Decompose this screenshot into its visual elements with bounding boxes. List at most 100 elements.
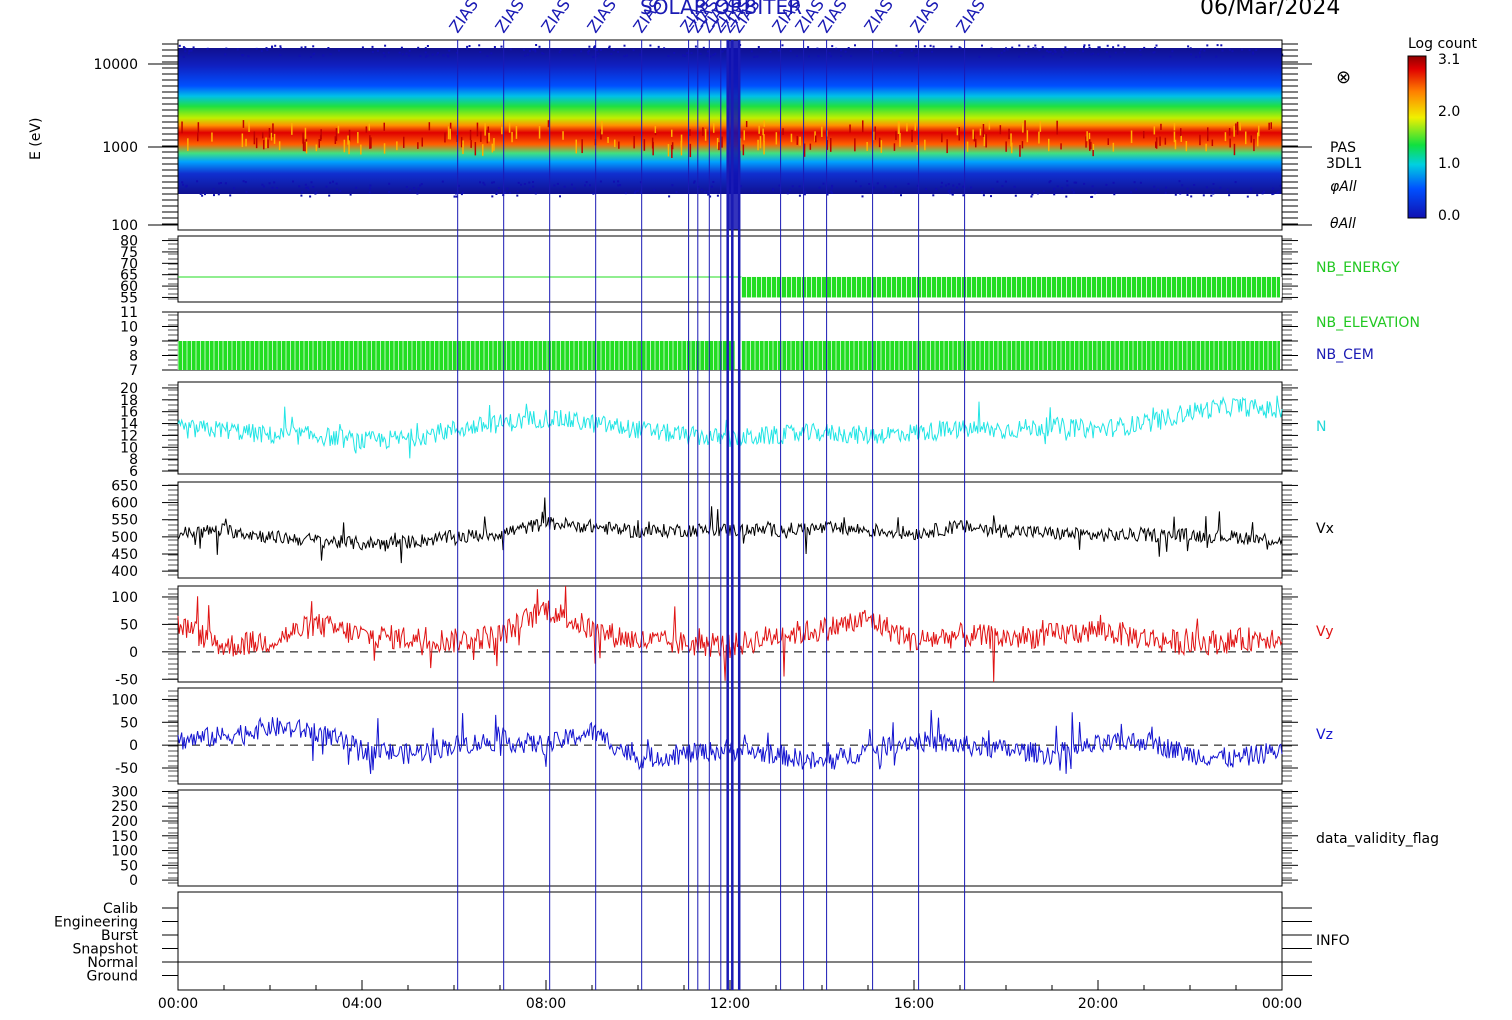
spectrogram-streak [763, 134, 765, 142]
spectrogram-speck [959, 47, 962, 50]
spectrogram-streak [759, 136, 762, 149]
spectrogram-streak [562, 131, 564, 140]
spectrogram-speck [1228, 194, 1231, 197]
spectrogram-speck [461, 191, 464, 194]
spectrogram-label: 3DL1 [1326, 156, 1362, 172]
spectrogram-streak [873, 131, 875, 141]
spectrogram-streak [255, 137, 258, 149]
spectrogram-speck [301, 191, 304, 194]
spectrogram-speck [523, 49, 525, 52]
spectrogram-speck [1014, 194, 1017, 197]
spectrogram-speck [1075, 181, 1078, 184]
spectrogram-speck [201, 194, 204, 197]
spectrogram-speck [803, 193, 806, 196]
spectrogram-speck [304, 46, 307, 49]
spectrogram-speck [996, 180, 999, 183]
y-tick-label: 8 [129, 349, 138, 365]
spectrogram-speck [923, 45, 926, 48]
spectrogram-speck [639, 53, 642, 56]
spectrogram-speck [1174, 193, 1177, 196]
spectrogram-speck [1178, 180, 1181, 183]
spectrogram-speck [313, 52, 316, 55]
spectrogram-speck [592, 192, 595, 195]
spectrogram-streak [245, 138, 247, 147]
spectrogram-speck [1139, 53, 1142, 56]
spectrogram-speck [1195, 55, 1198, 58]
spectrogram-speck [1066, 180, 1069, 183]
spectrogram-speck [573, 187, 576, 190]
spectrogram-speck [224, 182, 227, 185]
event-labels: ZIAS ZIAS ZIAS ZIAS ZIAS ZIASZIASZIASZIASZIAS… [445, 0, 989, 36]
spectrogram-speck [1025, 52, 1028, 55]
spectrogram-streak [821, 126, 823, 137]
spectrogram-speck [1206, 44, 1209, 47]
spectrogram-streak [265, 137, 267, 149]
colorbar-tick: 1.0 [1438, 156, 1460, 172]
spectrogram-speck [182, 183, 184, 186]
spectrogram-speck [233, 187, 236, 190]
y-tick-label: 200 [111, 814, 138, 830]
spectrogram-speck [479, 51, 482, 54]
spectrogram-streak [718, 142, 720, 151]
spectrogram-speck [756, 55, 759, 58]
spectrogram-speck [1123, 51, 1126, 54]
spectrogram-streak [493, 138, 495, 151]
spectrogram-speck [1117, 44, 1120, 47]
spectrogram-speck [538, 45, 541, 48]
spectrogram-streak [742, 144, 745, 156]
spectrogram-speck [816, 47, 819, 50]
spectrogram-speck [1190, 195, 1193, 198]
spectrogram-speck [1060, 187, 1063, 190]
spectrogram-streak [880, 140, 883, 153]
spectrogram-speck [1113, 193, 1116, 196]
spectrogram-speck [929, 44, 932, 47]
spectrogram-speck [453, 195, 456, 198]
spectrogram-streak [348, 140, 350, 155]
spectrogram-streak [1173, 122, 1176, 131]
spectrogram-streak [763, 141, 765, 155]
spectrogram-speck [305, 187, 308, 189]
spectrogram-speck [1277, 190, 1280, 193]
spectrogram-speck [425, 55, 428, 58]
spectrogram-speck [673, 52, 676, 54]
spectrogram-speck [875, 50, 877, 53]
spectrogram-speck [492, 181, 495, 184]
spectrogram-streak [267, 139, 269, 149]
y-tick-label: 10 [120, 320, 138, 336]
spectrogram-speck [332, 180, 334, 183]
spectrogram-speck [1083, 45, 1085, 48]
y-tick-label: 12 [120, 428, 138, 444]
spectrogram-speck [807, 46, 810, 49]
spectrogram-streak [1092, 144, 1094, 157]
spectrogram-speck [868, 183, 871, 185]
spectrogram-speck [184, 47, 187, 50]
spectrogram-speck [947, 183, 950, 186]
spectrogram-speck [956, 186, 958, 189]
y-tick-label: 0 [129, 873, 138, 889]
spectrogram-streak [480, 131, 482, 142]
spectrogram-speck [478, 44, 481, 47]
spectrogram-speck [184, 185, 187, 188]
spectrogram-speck [442, 54, 445, 57]
spectrogram-speck [1252, 53, 1255, 55]
spectrogram-streak [680, 140, 682, 148]
spectrogram-speck [1199, 48, 1202, 51]
y-tick-label: 75 [120, 245, 138, 261]
spectrogram-streak [360, 144, 362, 155]
spectrogram-speck [859, 185, 862, 188]
spectrogram-speck [847, 47, 850, 49]
spectrogram-speck [884, 186, 887, 189]
spectrogram-speck [335, 182, 338, 185]
spectrogram-speck [589, 184, 591, 187]
spectrogram-speck [1112, 181, 1115, 184]
spectrogram-speck [1252, 51, 1255, 54]
spectrogram-streak [449, 128, 451, 140]
spectrogram-speck [306, 186, 309, 189]
spectrogram-streak [633, 136, 635, 149]
spectrogram-speck [950, 45, 953, 48]
spectrogram-streak [320, 129, 322, 140]
spectrogram-speck [328, 194, 331, 197]
x-tick-label: 12:00 [710, 996, 750, 1012]
spectrogram-speck [479, 181, 481, 184]
spectrogram-speck [962, 194, 965, 197]
